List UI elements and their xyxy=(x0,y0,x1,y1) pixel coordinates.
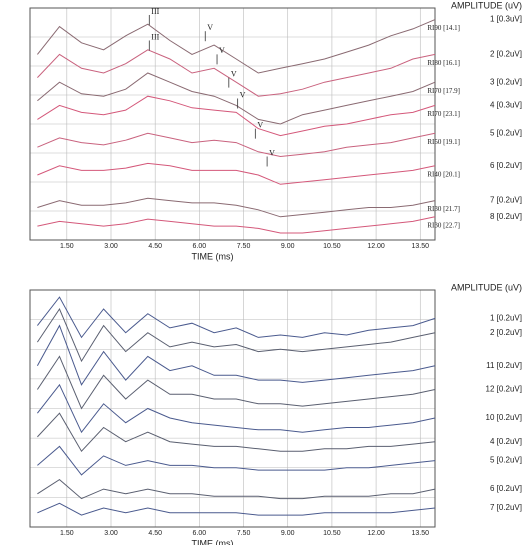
y-axis-title: AMPLITUDE (uV) xyxy=(451,0,522,10)
trace-label: 12 [0.2uV] xyxy=(486,385,522,394)
trace-intensity: RI70 [23.1] xyxy=(427,110,460,118)
waveform xyxy=(37,49,436,97)
waveform xyxy=(36,355,436,410)
x-tick-label: 9.00 xyxy=(281,530,295,537)
waveform xyxy=(37,383,436,434)
trace-label: 1 [0.2uV] xyxy=(490,314,522,323)
peak-label: V xyxy=(257,120,263,129)
trace-intensity: RI80 [16.1] xyxy=(427,59,460,67)
waveform xyxy=(37,132,436,158)
waveform xyxy=(37,72,436,125)
waveform xyxy=(37,19,436,74)
trace-label: 6 [0.2uV] xyxy=(490,484,522,493)
trace-intensity: RI30 [21.7] xyxy=(427,205,460,213)
trace-label: 10 [0.2uV] xyxy=(486,413,522,422)
trace-label: 8 [0.2uV] xyxy=(490,212,522,221)
trace-intensity: RI30 [22.7] xyxy=(427,221,460,229)
x-tick-label: 4.50 xyxy=(148,243,162,250)
x-tick-label: 3.00 xyxy=(104,530,118,537)
x-tick-label: 4.50 xyxy=(148,530,162,537)
trace-intensity: RI70 [17.9] xyxy=(427,87,460,95)
waveform xyxy=(37,296,436,339)
peak-label: V xyxy=(269,148,275,157)
trace-label: 6 [0.2uV] xyxy=(490,161,522,170)
trace-label: 3 [0.2uV] xyxy=(490,77,522,86)
waveform xyxy=(37,502,436,516)
waveform xyxy=(37,216,436,234)
trace-label: 4 [0.2uV] xyxy=(490,437,522,446)
x-tick-label: 7.50 xyxy=(237,530,251,537)
trace-label: 5 [0.2uV] xyxy=(490,456,522,465)
peak-label: V xyxy=(207,23,213,32)
waveform xyxy=(37,197,436,218)
trace-label: 4 [0.3uV] xyxy=(490,101,522,110)
x-axis-title: TIME (ms) xyxy=(192,251,234,261)
trace-label: 7 [0.2uV] xyxy=(490,196,522,205)
x-tick-label: 6.00 xyxy=(193,530,207,537)
plot-frame xyxy=(29,7,436,241)
waveform xyxy=(37,445,436,476)
peak-label: V xyxy=(231,69,237,78)
x-tick-label: 12.00 xyxy=(367,243,385,250)
trace-label: 2 [0.2uV] xyxy=(490,50,522,59)
trace-intensity: RI90 [14.1] xyxy=(427,24,460,32)
x-tick-label: 1.50 xyxy=(60,530,74,537)
waveform xyxy=(37,162,436,185)
x-tick-label: 6.00 xyxy=(193,243,207,250)
x-tick-label: 7.50 xyxy=(237,243,251,250)
plot-frame xyxy=(29,289,436,528)
trace-label: 5 [0.2uV] xyxy=(490,128,522,137)
waveform xyxy=(37,95,436,137)
waveform xyxy=(37,412,436,453)
x-tick-label: 3.00 xyxy=(104,243,118,250)
x-tick-label: 12.00 xyxy=(367,530,385,537)
trace-intensity: RI50 [19.1] xyxy=(427,138,460,146)
trace-label: 2 [0.2uV] xyxy=(490,328,522,337)
x-tick-label: 13.50 xyxy=(412,243,430,250)
x-tick-label: 13.50 xyxy=(412,530,430,537)
peak-label: V xyxy=(219,46,225,55)
trace-label: 7 [0.2uV] xyxy=(490,503,522,512)
x-tick-label: 9.00 xyxy=(281,243,295,250)
x-tick-label: 10.50 xyxy=(323,530,341,537)
x-tick-label: 1.50 xyxy=(60,243,74,250)
x-tick-label: 10.50 xyxy=(323,243,341,250)
peak-label: V xyxy=(240,90,246,99)
trace-label: 11 [0.2uV] xyxy=(486,361,522,370)
x-axis-title: TIME (ms) xyxy=(192,538,234,545)
peak-label: III xyxy=(151,32,159,41)
waveform xyxy=(36,307,436,363)
waveform xyxy=(37,478,436,500)
trace-label: 1 [0.3uV] xyxy=(490,15,522,24)
peak-label: III xyxy=(151,7,159,16)
y-axis-title: AMPLITUDE (uV) xyxy=(451,282,522,292)
waveform xyxy=(36,324,436,386)
trace-intensity: RI40 [20.1] xyxy=(427,170,460,178)
